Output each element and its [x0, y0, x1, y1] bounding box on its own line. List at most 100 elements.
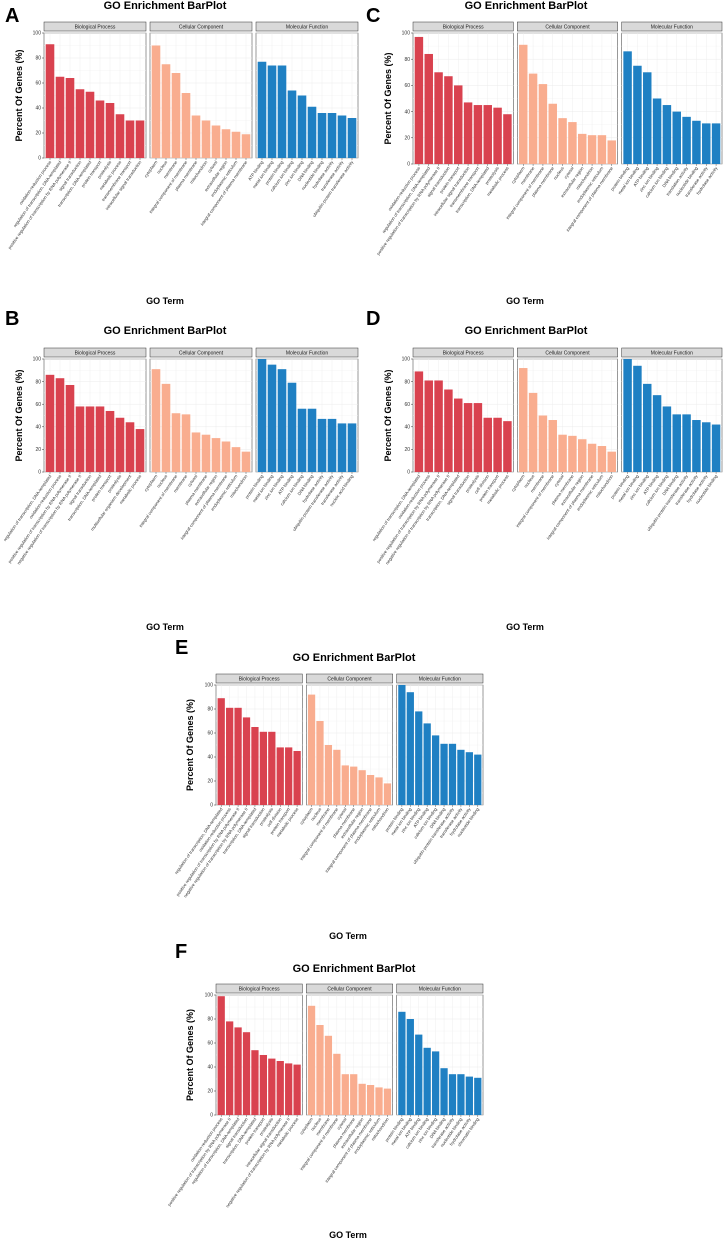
chart-title: GO Enrichment BarPlot	[293, 652, 416, 664]
x-axis-label: GO Term	[146, 296, 184, 306]
y-axis-label: Percent Of Genes (%)	[383, 369, 393, 461]
x-axis-label: GO Term	[506, 622, 544, 632]
bar-integral-component-of-membrane	[171, 413, 181, 472]
y-tick-label: 60	[35, 402, 41, 408]
y-axis-label: Percent Of Genes (%)	[185, 1009, 195, 1101]
bar-extracellular-region	[358, 1083, 366, 1115]
y-tick-label: 100	[33, 357, 42, 363]
panel-letter: A	[5, 5, 19, 27]
bar-integral-component-of-plasma-membrane	[221, 441, 231, 472]
facet-strip	[517, 21, 618, 32]
bar-metabolic-process	[115, 114, 125, 158]
facet-strip	[215, 983, 303, 994]
bar-nucleotide-binding	[474, 754, 482, 805]
bar-protein-transport	[259, 1055, 268, 1115]
facet-strip-label: Molecular Function	[286, 350, 328, 356]
chart-title: GO Enrichment BarPlot	[465, 0, 588, 12]
bar-protein-transport	[493, 417, 502, 472]
y-tick-label: 80	[404, 57, 410, 63]
facet-strip	[306, 673, 393, 684]
bar-atp-binding	[257, 61, 267, 158]
bar-transcription-dna-templated	[251, 727, 259, 805]
bar-mitochondrion	[383, 1088, 392, 1115]
bar-ubiquitin-protein-transferase-activity	[347, 118, 357, 158]
bar-endoplasmic-reticulum	[375, 1087, 383, 1115]
bar-oxidation-reduction-process	[45, 44, 55, 158]
bar-translation-activity	[682, 116, 691, 164]
bar-metal-ion-binding	[633, 365, 642, 472]
y-tick-label: 0	[38, 470, 41, 476]
category-label: positive regulation of transcription by …	[175, 807, 240, 897]
panel-letter: F	[175, 941, 187, 963]
y-tick-label: 20	[207, 1089, 213, 1095]
bar-metabolic-process	[135, 429, 145, 472]
bar-oxidation-reduction-process	[414, 36, 424, 164]
bar-metabolic-process	[293, 1064, 301, 1115]
bar-hydrolase-activity	[702, 422, 711, 472]
bar-integral-component-of-plasma-membrane	[241, 134, 251, 158]
bar-transferase-activity	[337, 423, 347, 472]
bar-oxidation-reduction-process	[424, 380, 433, 472]
facet-strip-label: Molecular Function	[286, 24, 328, 30]
facet-strip-label: Molecular Function	[651, 350, 693, 356]
bar-ubiquitin-protein-transferase-activity	[448, 743, 457, 805]
bar-nucleus	[316, 721, 324, 805]
bar-extracellular-region	[358, 770, 366, 805]
bar-transcription-dna-templated	[251, 1050, 259, 1115]
bar-atp-binding	[423, 723, 431, 805]
bar-plasma-membrane	[191, 115, 201, 158]
category-label: cytosol	[207, 160, 219, 174]
bar-metal-ion-binding	[633, 65, 642, 164]
bar-metabolic-process	[503, 114, 512, 164]
bar-endoplasmic-reticulum	[231, 447, 241, 472]
y-tick-label: 100	[205, 683, 214, 689]
bar-cell-division	[276, 747, 284, 805]
chart-panel-b: B GO Enrichment BarPlot Percent Of Genes (…	[2, 308, 359, 632]
bar-cytoplasm	[151, 45, 161, 158]
bar-membrane	[324, 745, 333, 805]
bar-signal-transduction	[242, 1032, 251, 1115]
bar-positive-regulation-of-transcription-by-rna-polymerase-ii	[434, 72, 443, 164]
bar-intracellular-signal-transduction	[135, 120, 145, 158]
bar-cytosol	[558, 434, 567, 472]
bar-cytoplasm	[151, 369, 161, 472]
bar-transferase-activity	[702, 123, 711, 164]
facet-strip-label: Cellular Component	[545, 350, 590, 356]
bar-nucleus	[316, 1025, 324, 1115]
bar-transcription-dna-templated	[454, 398, 463, 472]
bar-integral-component-of-plasma-membrane	[366, 1085, 375, 1115]
y-tick-label: 20	[35, 131, 41, 137]
chart-panel-d: D GO Enrichment BarPlot Percent Of Genes (…	[366, 308, 723, 632]
chart-title: GO Enrichment BarPlot	[465, 325, 588, 337]
bar-zinc-ion-binding	[643, 383, 652, 472]
bar-endoplasmic-reticulum	[375, 777, 383, 805]
bar-hydrolase-activity	[317, 418, 327, 472]
bar-transferase-activity	[457, 749, 465, 805]
y-tick-label: 0	[407, 162, 410, 168]
bar-calcium-ion-binding	[297, 408, 307, 472]
bar-nucleic-acid-binding	[347, 423, 357, 472]
bar-dna-binding	[307, 106, 317, 158]
category-label: cytoplasm	[143, 159, 158, 178]
bar-oxidation-reduction-process	[226, 707, 234, 805]
bar-ubiquitin-protein-transferase-activity	[682, 414, 691, 472]
bar-dna-binding	[672, 414, 681, 472]
facet-strip-label: Molecular Function	[651, 24, 693, 30]
category-label: cytoplasm	[510, 473, 525, 492]
bar-atp-binding	[643, 72, 652, 164]
y-tick-label: 80	[207, 707, 213, 713]
bar-zinc-ion-binding	[652, 98, 662, 164]
bar-signal-transduction	[85, 406, 95, 472]
y-tick-label: 40	[404, 109, 410, 115]
category-label: regulation of transcription, DNA-templat…	[12, 159, 62, 228]
bar-membrane	[538, 415, 548, 472]
bar-plasma-membrane	[350, 766, 358, 805]
y-tick-label: 80	[404, 379, 410, 385]
bar-cytosol	[341, 1074, 349, 1115]
bar-cytoplasm	[519, 44, 528, 164]
bar-protein-binding	[398, 685, 406, 805]
